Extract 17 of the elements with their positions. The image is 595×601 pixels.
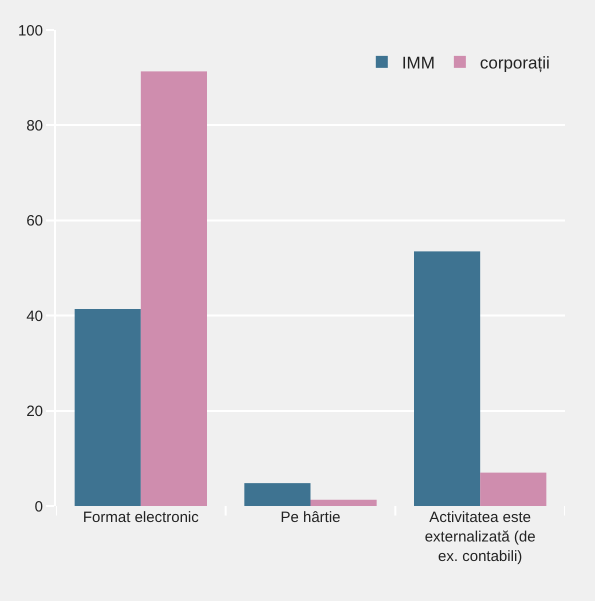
legend-label: IMM bbox=[402, 53, 435, 72]
y-tick-label: 60 bbox=[26, 212, 43, 230]
bar bbox=[310, 500, 377, 506]
bar bbox=[414, 251, 480, 506]
y-tick-label: 20 bbox=[26, 403, 43, 420]
x-tick-label: Pe hârtie bbox=[280, 509, 341, 526]
y-tick-label: 40 bbox=[26, 308, 43, 325]
x-tick-label: Format electronic bbox=[82, 509, 200, 526]
legend-label: corporații bbox=[480, 53, 550, 72]
y-tick-label: 100 bbox=[18, 22, 43, 40]
bar bbox=[244, 483, 310, 506]
x-tick-label: Activitatea este externalizată (de ex. contabili) bbox=[424, 509, 536, 565]
bar bbox=[74, 308, 141, 506]
y-tick-label: 0 bbox=[34, 498, 43, 516]
y-tick-label: 80 bbox=[26, 117, 43, 134]
bar bbox=[140, 71, 207, 506]
bar bbox=[480, 472, 546, 506]
